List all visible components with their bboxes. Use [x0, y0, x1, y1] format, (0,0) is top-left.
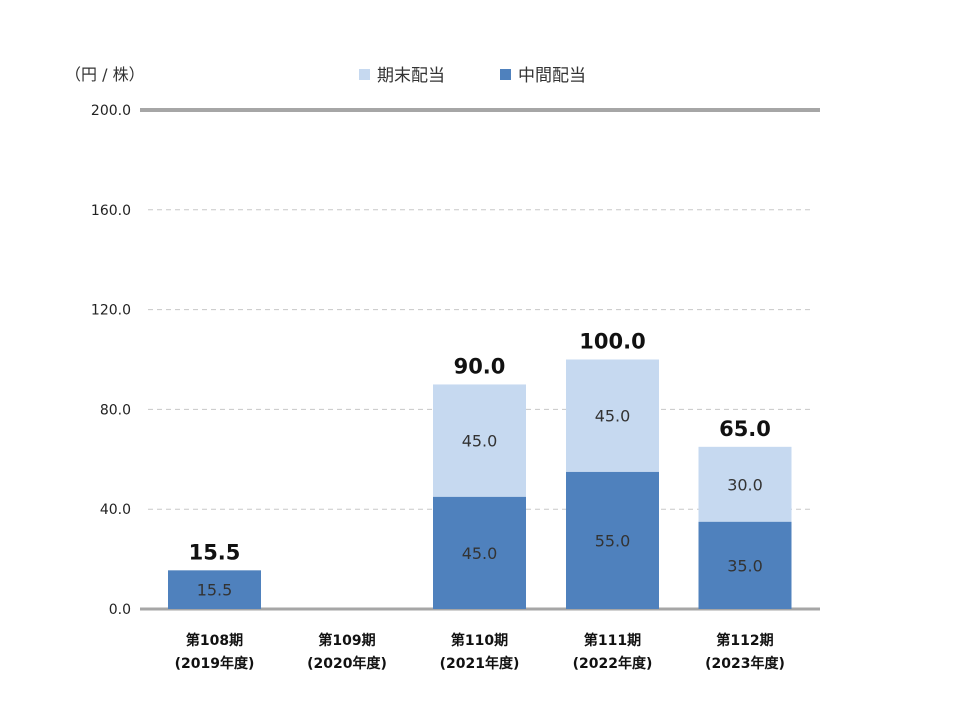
y-tick-label: 160.0	[91, 203, 131, 219]
segment-value-label: 45.0	[462, 544, 498, 563]
y-tick-label: 200.0	[91, 103, 131, 119]
bar-year-end	[698, 446, 792, 522]
x-tick-label-year: (2021年度)	[440, 655, 520, 672]
x-tick-label-year: (2020年度)	[307, 655, 387, 672]
bars	[168, 359, 792, 609]
y-tick-label: 0.0	[109, 602, 131, 618]
total-value-label: 90.0	[454, 354, 506, 378]
legend-swatch	[500, 69, 511, 80]
x-tick-label-year: (2023年度)	[705, 655, 785, 672]
data-labels: 15.5 15.5 45.0 45.0 90.0 55.0 45.0 100.0 35.0 30.…	[189, 330, 771, 600]
x-tick-label: 第111期	[584, 632, 641, 649]
x-tick-label-year: (2022年度)	[573, 655, 653, 672]
segment-value-label: 35.0	[727, 556, 763, 575]
bar-interim	[698, 521, 792, 609]
bar-year-end	[566, 359, 659, 472]
segment-value-label: 45.0	[462, 432, 498, 451]
legend-swatch	[359, 69, 370, 80]
segment-value-label: 45.0	[595, 407, 631, 426]
segment-value-label: 30.0	[727, 475, 763, 494]
y-tick-label: 120.0	[91, 303, 131, 319]
legend-label: 期末配当	[377, 66, 445, 86]
bar-interim	[433, 496, 526, 609]
x-tick-label: 第110期	[451, 632, 508, 649]
segment-value-label: 55.0	[595, 531, 631, 550]
bar-interim	[168, 570, 261, 609]
total-value-label: 100.0	[579, 330, 645, 354]
x-tick-label: 第108期	[186, 632, 243, 649]
x-axis: 第108期 (2019年度) 第109期 (2020年度) 第110期 (2021年度) 第…	[175, 632, 785, 672]
bar-year-end	[433, 384, 526, 497]
x-tick-label: 第109期	[318, 632, 375, 649]
y-tick-label: 40.0	[100, 502, 131, 518]
legend-label: 中間配当	[518, 66, 586, 86]
x-tick-label-year: (2019年度)	[175, 655, 255, 672]
segment-value-label: 15.5	[197, 581, 233, 600]
unit-label: （円 / 株）	[65, 65, 145, 84]
total-value-label: 15.5	[189, 540, 241, 564]
y-axis: 0.0 40.0 80.0 120.0 160.0 200.0	[91, 103, 131, 618]
y-tick-label: 80.0	[100, 402, 131, 418]
total-value-label: 65.0	[719, 417, 771, 441]
legend: 期末配当 中間配当	[359, 66, 586, 86]
x-tick-label: 第112期	[716, 632, 773, 649]
bar-interim	[566, 471, 659, 609]
